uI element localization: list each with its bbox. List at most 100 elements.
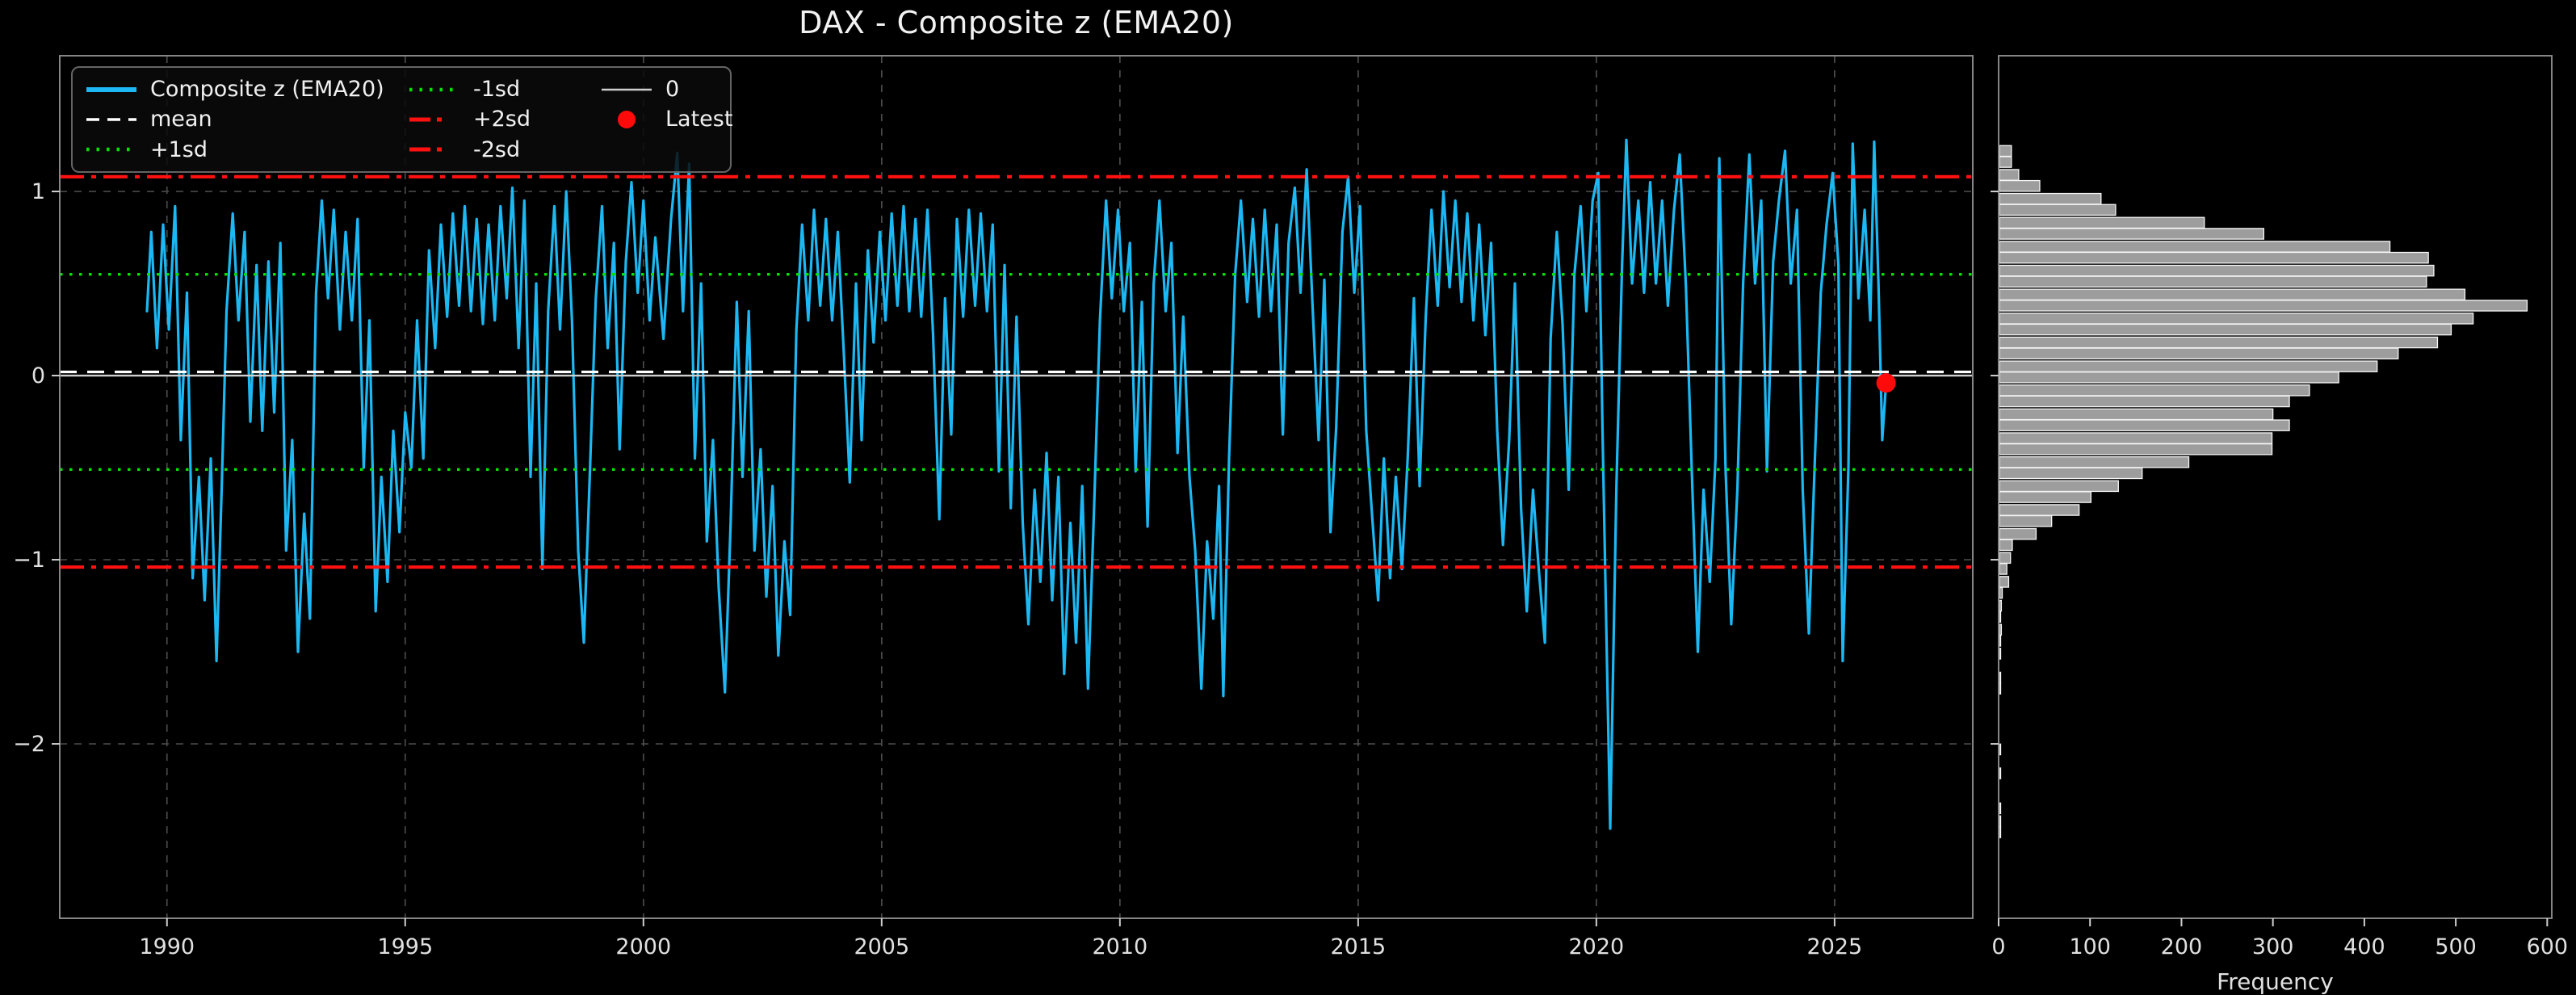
x-tick-label: 2025 xyxy=(1807,934,1863,959)
hist-bar xyxy=(1999,599,2003,612)
legend-item-mean: mean xyxy=(86,104,409,134)
legend-label: 0 xyxy=(665,77,680,103)
hist-bar xyxy=(1999,527,2037,540)
legend-item-p1sd: +1sd xyxy=(86,135,409,165)
legend-item-zero: 0 xyxy=(601,74,720,104)
hist-bar xyxy=(1999,419,2290,431)
hist-bar xyxy=(1999,336,2439,349)
hist-xlabel: Frequency xyxy=(2217,968,2334,995)
hist-bar xyxy=(1999,288,2466,300)
legend-item-series: Composite z (EMA20) xyxy=(86,74,409,104)
hist-bar xyxy=(1999,576,2010,588)
hist-bar xyxy=(1999,251,2429,264)
hist-bar xyxy=(1999,347,2399,359)
hist-bar xyxy=(1999,228,2264,240)
hist-bar xyxy=(1999,300,2528,312)
hist-x-tick-label: 400 xyxy=(2343,934,2385,959)
hist-bar xyxy=(1999,192,2102,205)
hist-bar xyxy=(1999,408,2274,421)
x-tick-label: 2005 xyxy=(854,934,909,959)
hist-bar xyxy=(1999,743,2002,756)
legend: Composite z (EMA20) mean +1sd -1sd +2sd -2sd 0… xyxy=(71,66,732,173)
legend-label: -1sd xyxy=(473,77,521,103)
hist-bar xyxy=(1999,467,2143,480)
hist-bar xyxy=(1999,456,2190,468)
hist-bar xyxy=(1999,563,2008,575)
chart-title: DAX - Composite z (EMA20) xyxy=(799,5,1234,40)
hist-bar xyxy=(1999,635,2002,647)
hist-bar xyxy=(1999,384,2310,397)
hist-bar xyxy=(1999,682,2002,695)
x-tick-label: 2015 xyxy=(1330,934,1386,959)
hist-bar xyxy=(1999,216,2205,229)
hist-bar xyxy=(1999,432,2273,444)
x-tick-label: 1990 xyxy=(139,934,195,959)
legend-item-p2sd: +2sd xyxy=(409,104,601,134)
legend-item-m2sd: -2sd xyxy=(409,135,601,165)
legend-swatch-p1sd-icon xyxy=(86,148,136,152)
x-tick-label: 2010 xyxy=(1092,934,1147,959)
legend-item-m1sd: -1sd xyxy=(409,74,601,104)
hist-bar xyxy=(1999,443,2273,456)
legend-swatch-latest-icon xyxy=(618,110,636,128)
hist-plot-frame xyxy=(1998,55,2553,919)
hist-bar xyxy=(1999,623,2003,636)
grid-lines xyxy=(60,56,1973,918)
hist-bar xyxy=(1999,539,2013,552)
main-plot-frame xyxy=(59,55,1974,919)
hist-x-tick-label: 200 xyxy=(2161,934,2203,959)
latest-point-dot xyxy=(1876,373,1896,393)
x-tick-label: 1995 xyxy=(377,934,433,959)
hist-bar xyxy=(1999,648,2002,660)
hist-bar xyxy=(1999,179,2041,192)
hist-bar xyxy=(1999,275,2427,288)
legend-swatch-zero-icon xyxy=(602,88,652,90)
hist-bar xyxy=(1999,514,2053,527)
y-tick-label: 0 xyxy=(31,363,45,388)
y-axis-ticks: 1 0 −1 −2 xyxy=(13,179,60,757)
hist-bar xyxy=(1999,826,2002,838)
legend-swatch-p2sd-icon xyxy=(409,117,459,122)
legend-swatch-m2sd-icon xyxy=(409,147,459,152)
legend-label: -2sd xyxy=(473,136,521,162)
hist-bar xyxy=(1999,372,2339,384)
legend-label: mean xyxy=(150,107,212,132)
hist-bar xyxy=(1999,395,2290,408)
hist-bar xyxy=(1999,671,2002,684)
hist-x-tick-label: 100 xyxy=(2069,934,2111,959)
hist-bar xyxy=(1999,767,2002,779)
legend-item-latest: Latest xyxy=(601,104,732,134)
legend-swatch-series-icon xyxy=(86,86,136,92)
hist-bar xyxy=(1999,491,2092,503)
x-tick-label: 2000 xyxy=(615,934,671,959)
hist-bar xyxy=(1999,169,2020,181)
x-axis-ticks: 1990 1995 2000 2005 2010 2015 2020 2025 xyxy=(139,918,1862,959)
hist-x-axis-ticks: 0 100 200 300 400 500 600 xyxy=(1991,191,2568,959)
hist-bar xyxy=(1999,611,2002,623)
hist-bar xyxy=(1999,313,2474,325)
hist-bar xyxy=(1999,552,2012,565)
hist-bar xyxy=(1999,323,2452,336)
hist-bar xyxy=(1999,156,2012,168)
hist-bar xyxy=(1999,264,2435,277)
hist-bar xyxy=(1999,145,2012,157)
y-tick-label: 1 xyxy=(31,179,45,204)
hist-x-tick-label: 500 xyxy=(2435,934,2477,959)
legend-swatch-mean-icon xyxy=(86,118,136,121)
hist-x-tick-label: 0 xyxy=(1991,934,2005,959)
hist-x-tick-label: 600 xyxy=(2527,934,2569,959)
hist-bar xyxy=(1999,480,2119,493)
y-tick-label: −1 xyxy=(13,548,45,573)
hist-bar xyxy=(1999,802,2002,815)
legend-label: Composite z (EMA20) xyxy=(150,77,384,103)
hist-bar xyxy=(1999,241,2391,253)
hist-bar xyxy=(1999,204,2117,216)
series-line xyxy=(145,138,1888,830)
y-tick-label: −2 xyxy=(13,732,45,757)
legend-swatch-m1sd-icon xyxy=(409,87,459,91)
legend-label: +2sd xyxy=(473,107,531,132)
hist-bar xyxy=(1999,815,2002,828)
hist-x-tick-label: 300 xyxy=(2252,934,2294,959)
